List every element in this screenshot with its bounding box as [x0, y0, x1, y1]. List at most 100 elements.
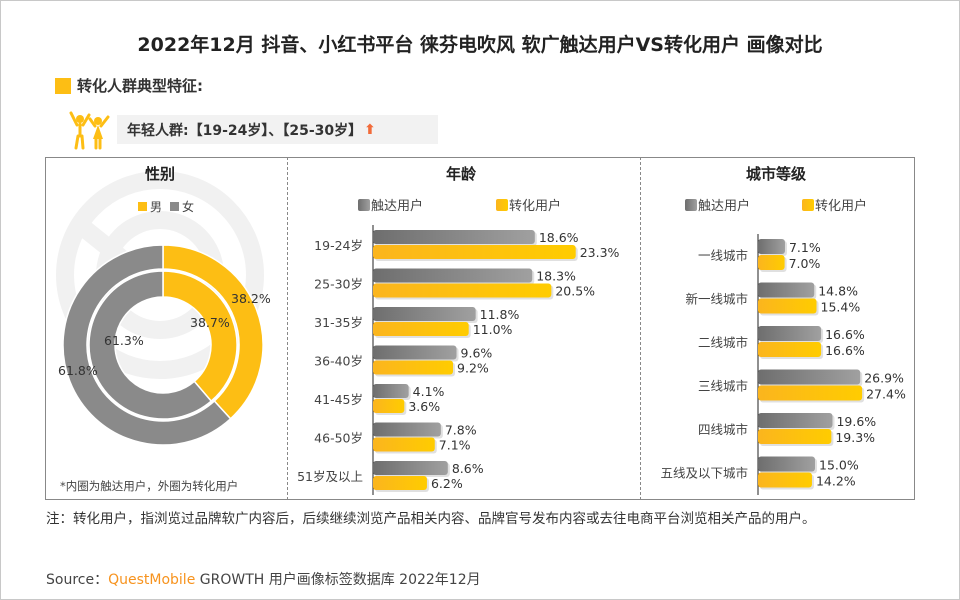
- city-title: 城市等级: [746, 165, 807, 183]
- category-label: 19-24岁: [314, 238, 363, 253]
- data-label-reach: 14.8%: [818, 284, 858, 299]
- legend-label-convert: 转化用户: [509, 198, 561, 214]
- bar-reach: [373, 307, 476, 321]
- bar-reach: [373, 422, 441, 437]
- legend-label-male: 男: [150, 200, 162, 214]
- page-title: 2022年12月 抖音、小红书平台 徕芬电吹风 软广触达用户VS转化用户 画像对…: [137, 34, 823, 56]
- donut-data-label: 61.8%: [58, 363, 98, 378]
- feature-heading: 转化人群典型特征:: [55, 75, 203, 96]
- data-label-convert: 23.3%: [580, 245, 620, 260]
- legend-label-convert: 转化用户: [815, 198, 867, 214]
- bar-convert: [758, 255, 785, 270]
- legend-swatch-reach: [685, 199, 697, 211]
- category-label: 新一线城市: [685, 292, 748, 307]
- data-label-convert: 7.0%: [789, 256, 821, 271]
- data-label-convert: 27.4%: [866, 387, 906, 402]
- bar-reach: [373, 268, 533, 283]
- bar-reach: [373, 230, 535, 244]
- bar-convert: [758, 472, 812, 488]
- category-label: 51岁及以上: [297, 469, 363, 484]
- bar-convert: [373, 283, 552, 298]
- bar-reach: [373, 345, 457, 360]
- people-icon: [69, 111, 110, 150]
- data-label-reach: 18.3%: [536, 269, 576, 284]
- data-label-reach: 11.8%: [480, 307, 520, 322]
- data-label-reach: 7.8%: [445, 423, 477, 438]
- feature-tag-text: 年轻人群:【19-24岁】、【25-30岁】: [127, 122, 363, 139]
- bar-reach: [758, 282, 815, 298]
- bar-reach: [758, 456, 815, 472]
- source-label: Source：: [46, 572, 109, 588]
- bar-convert: [758, 298, 817, 314]
- age-bar-chart: 触达用户 转化用户 19-24岁 18.6%23.3% 25-30岁 18.3%20.5%…: [297, 198, 620, 495]
- inner-ring-slice-female: [88, 270, 213, 420]
- data-label-reach: 19.6%: [836, 414, 876, 429]
- bar-convert: [758, 385, 863, 401]
- chart-panel-box: [45, 157, 915, 500]
- bar-convert: [758, 429, 832, 444]
- up-arrow-icon: ⬆: [364, 121, 376, 138]
- category-label: 36-40岁: [314, 354, 363, 369]
- bar-reach: [758, 369, 861, 385]
- bar-reach: [758, 413, 833, 428]
- yellow-square-icon: [55, 77, 71, 94]
- age-title: 年龄: [446, 165, 477, 183]
- bar-convert: [373, 322, 469, 336]
- source-brand: QuestMobile: [108, 572, 196, 588]
- bar-reach: [373, 384, 409, 398]
- source: Source：QuestMobile GROWTH 用户画像标签数据库 2022…: [46, 569, 481, 589]
- legend-swatch-convert: [802, 199, 814, 211]
- donut-footnote: *内圈为触达用户，外圈为转化用户: [60, 479, 239, 493]
- bar-convert: [373, 360, 454, 375]
- category-label: 41-45岁: [314, 392, 363, 407]
- data-label-reach: 7.1%: [789, 240, 821, 255]
- category-label: 25-30岁: [314, 277, 363, 292]
- data-label-convert: 9.2%: [457, 361, 489, 376]
- data-label-reach: 18.6%: [539, 230, 579, 245]
- feature-tag: 年轻人群:【19-24岁】、【25-30岁】 ⬆: [117, 115, 438, 144]
- data-label-convert: 15.4%: [821, 300, 861, 315]
- outer-ring-slice-female: [62, 244, 232, 446]
- category-label: 四线城市: [698, 422, 748, 437]
- data-label-convert: 3.6%: [408, 399, 440, 414]
- legend-swatch-convert: [496, 199, 508, 211]
- panel-divider: [640, 157, 641, 500]
- bar-reach: [373, 461, 448, 475]
- legend-swatch-male: [138, 202, 147, 211]
- data-label-convert: 6.2%: [431, 476, 463, 491]
- category-label: 二线城市: [698, 335, 748, 350]
- legend-label-reach: 触达用户: [698, 198, 750, 214]
- category-label: 五线及以下城市: [660, 466, 748, 481]
- donut-data-label: 38.7%: [190, 315, 230, 330]
- data-label-reach: 4.1%: [413, 384, 445, 399]
- bar-reach: [758, 239, 785, 254]
- legend-swatch-female: [170, 202, 179, 211]
- category-label: 46-50岁: [314, 431, 363, 446]
- data-label-convert: 20.5%: [555, 284, 595, 299]
- category-label: 31-35岁: [314, 315, 363, 330]
- data-label-reach: 8.6%: [452, 461, 484, 476]
- source-text: GROWTH 用户画像标签数据库 2022年12月: [195, 572, 481, 588]
- legend-label-reach: 触达用户: [371, 198, 423, 214]
- data-label-convert: 14.2%: [816, 474, 856, 489]
- footnote: 注：转化用户，指浏览过品牌软广内容后，后续继续浏览产品相关内容、品牌官号发布内容…: [46, 511, 816, 527]
- inner-ring-slice-male: [162, 270, 238, 403]
- bar-convert: [758, 342, 822, 357]
- data-label-convert: 11.0%: [473, 322, 513, 337]
- panel-divider: [287, 157, 288, 500]
- data-label-reach: 26.9%: [864, 371, 904, 386]
- legend-swatch-reach: [358, 199, 370, 211]
- bar-reach: [758, 326, 822, 341]
- donut-data-label: 61.3%: [104, 333, 144, 348]
- feature-heading-text: 转化人群典型特征:: [77, 77, 203, 95]
- gender-title: 性别: [145, 165, 176, 183]
- legend-label-female: 女: [182, 199, 194, 214]
- data-label-reach: 16.6%: [825, 327, 865, 342]
- donut-data-label: 38.2%: [231, 291, 271, 306]
- gender-donut-chart: 男 女 38.2%38.7% 61.3% 61.8%: [58, 199, 271, 446]
- bar-convert: [373, 476, 427, 490]
- data-label-convert: 7.1%: [439, 438, 471, 453]
- category-label: 一线城市: [698, 248, 748, 263]
- data-label-reach: 15.0%: [819, 458, 859, 473]
